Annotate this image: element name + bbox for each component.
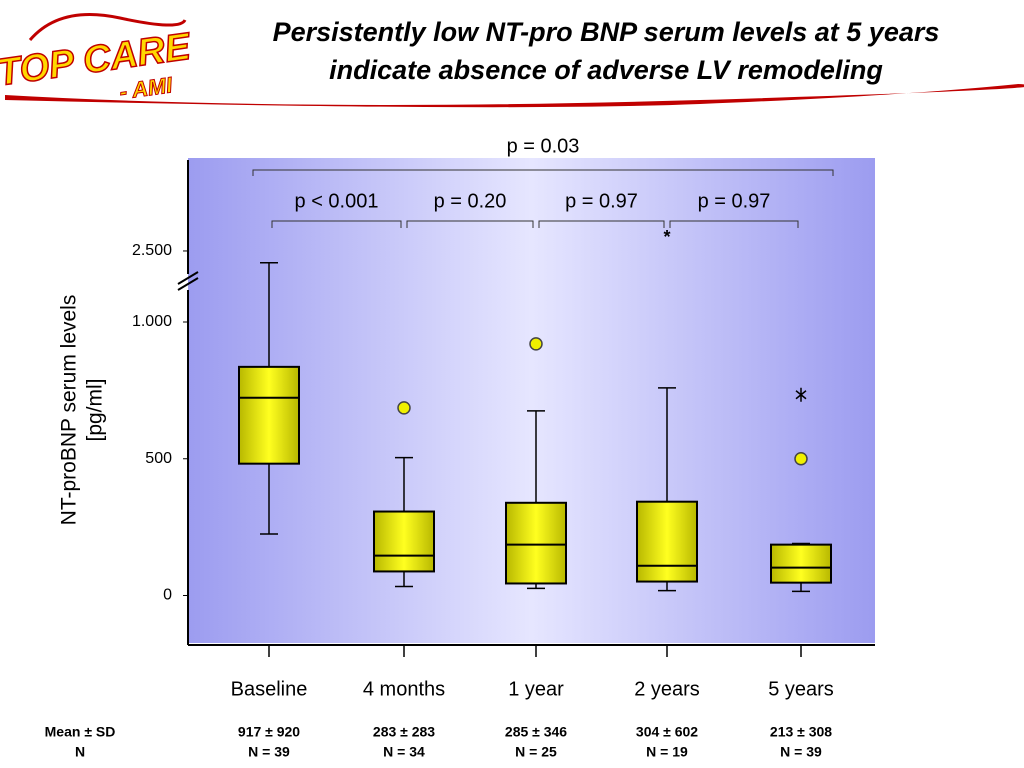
stats-cell: N = 39 xyxy=(248,744,290,760)
comparison-bracket xyxy=(406,220,534,228)
stats-cell: N = 39 xyxy=(780,744,822,760)
comparison-bracket xyxy=(271,220,402,228)
comparison-label: p < 0.001 xyxy=(295,190,379,212)
comparison-label: p = 0.97 xyxy=(698,190,771,212)
outlier xyxy=(794,452,808,466)
axis-break xyxy=(177,277,199,291)
stats-cell: N = 25 xyxy=(515,744,557,760)
annotation: * xyxy=(663,227,670,247)
extreme xyxy=(795,387,807,402)
stats-cell: 285 ± 346 xyxy=(505,724,567,740)
stats-cell: 304 ± 602 xyxy=(636,724,698,740)
stats-cell: 213 ± 308 xyxy=(770,724,832,740)
outlier xyxy=(529,337,543,351)
y-tick-label: 500 xyxy=(145,450,172,467)
comparison-bracket xyxy=(669,220,799,228)
logo-swoosh xyxy=(28,12,187,41)
comparison-bracket xyxy=(252,169,834,176)
y-axis-label: [pg/ml] xyxy=(84,378,107,441)
y-axis-label: NT-proBNP serum levels xyxy=(58,295,81,526)
y-tick-label: 1.000 xyxy=(132,313,172,330)
x-tick-label: Baseline xyxy=(231,678,308,700)
box xyxy=(238,365,300,465)
box xyxy=(770,543,832,584)
title-line: Persistently low NT-pro BNP serum levels… xyxy=(273,17,940,47)
x-tick-label: 2 years xyxy=(634,678,700,700)
comparison-label: p = 0.97 xyxy=(565,190,638,212)
logo-subtext: - AMI xyxy=(118,72,175,104)
y-tick-label: 0 xyxy=(163,587,172,604)
comparison-label: p = 0.03 xyxy=(507,135,580,157)
comparison-label: p = 0.20 xyxy=(434,190,507,212)
stats-cell: N = 34 xyxy=(383,744,425,760)
comparison-bracket xyxy=(538,220,665,228)
x-tick-label: 4 months xyxy=(363,678,445,700)
box xyxy=(636,500,698,583)
stats-cell: 917 ± 920 xyxy=(238,724,300,740)
box xyxy=(505,501,567,585)
title-line: indicate absence of adverse LV remodelin… xyxy=(329,55,883,85)
axis-break xyxy=(177,271,199,285)
stats-cell: 283 ± 283 xyxy=(373,724,435,740)
stats-row-label: Mean ± SD xyxy=(45,724,116,740)
outlier xyxy=(397,401,411,415)
stats-cell: N = 19 xyxy=(646,744,688,760)
x-tick-label: 5 years xyxy=(768,678,834,700)
y-tick-label: 2.500 xyxy=(132,242,172,259)
box xyxy=(373,510,435,573)
stats-row-label: N xyxy=(75,744,85,760)
x-tick-label: 1 year xyxy=(508,678,564,700)
